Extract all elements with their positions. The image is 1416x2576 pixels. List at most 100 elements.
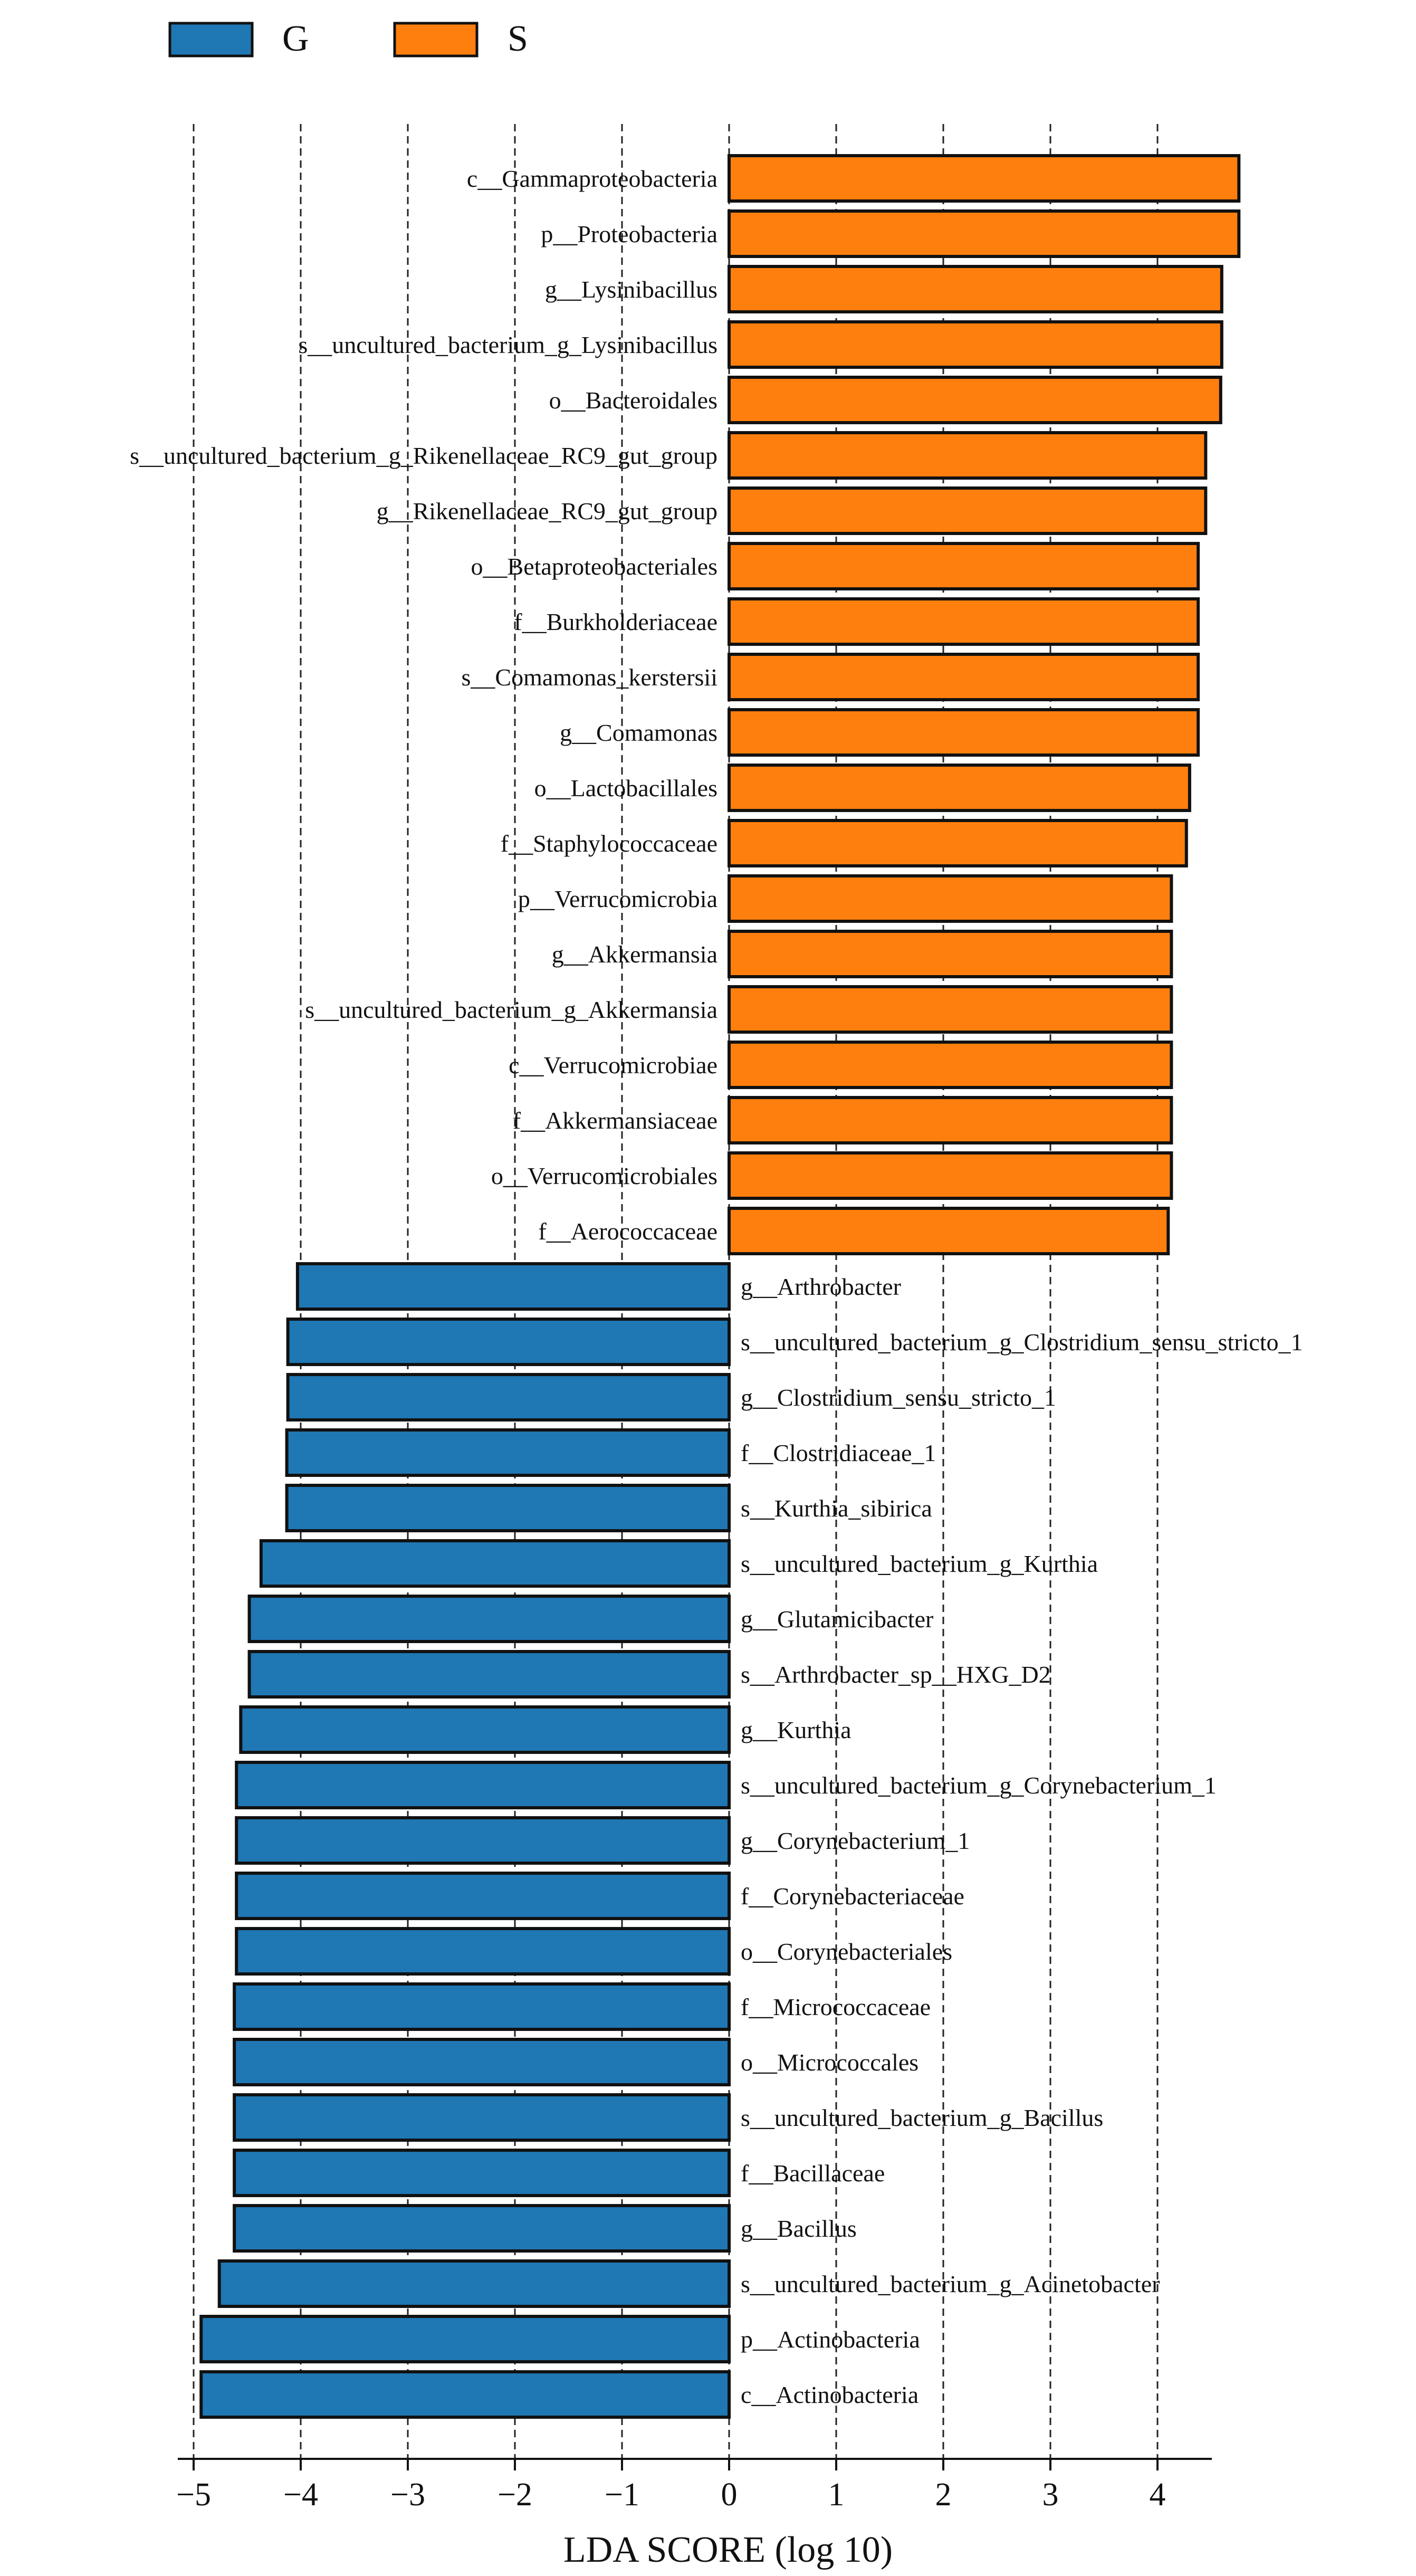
bar-label-g-glutamicibacter: g__Glutamicibacter — [741, 1606, 933, 1633]
bar-s-uncultured-bacterium-g-kurthia — [259, 1539, 731, 1588]
bar-label-p-verrucomicrobia: p__Verrucomicrobia — [518, 885, 717, 912]
legend-label-s: S — [508, 18, 528, 59]
bar-label-s-uncultured-bacterium-g-lysinibacillus: s__uncultured_bacterium_g_Lysinibacillus — [298, 331, 717, 358]
bar-label-s-comamonas-kerstersii: s__Comamonas_kerstersii — [462, 664, 718, 691]
bar-label-s-kurthia-sibirica: s__Kurthia_sibirica — [741, 1495, 932, 1522]
bar-label-o-corynebacteriales: o__Corynebacteriales — [741, 1938, 952, 1965]
bar-label-f-corynebacteriaceae: f__Corynebacteriaceae — [741, 1883, 964, 1910]
bar-label-f-staphylococcaceae: f__Staphylococcaceae — [501, 830, 717, 857]
x-tick-label-3: −2 — [497, 2477, 532, 2513]
bar-f-burkholderiaceae — [728, 597, 1200, 646]
x-tick-label-2: −3 — [390, 2477, 425, 2513]
x-tick-label-4: −1 — [605, 2477, 639, 2513]
bar-label-f-micrococcaceae: f__Micrococcaceae — [741, 1993, 931, 2020]
bar-f-staphylococcaceae — [728, 819, 1188, 867]
x-tick-label-5: 0 — [721, 2477, 738, 2513]
bar-o-bacteroidales — [728, 376, 1222, 424]
bar-label-o-micrococcales: o__Micrococcales — [741, 2049, 919, 2076]
x-tick-label-7: 2 — [935, 2477, 952, 2513]
bar-label-s-uncultured-bacterium-g-kurthia: s__uncultured_bacterium_g_Kurthia — [741, 1550, 1098, 1577]
x-tick-label-6: 1 — [828, 2477, 845, 2513]
bar-c-verrucomicrobiae — [728, 1041, 1173, 1089]
bar-label-f-aerococcaceae: f__Aerococcaceae — [538, 1218, 717, 1245]
bar-label-g-corynebacterium-1: g__Corynebacterium_1 — [741, 1827, 970, 1854]
legend-swatch-s — [393, 22, 479, 58]
bar-p-verrucomicrobia — [728, 874, 1173, 923]
bar-g-akkermansia — [728, 930, 1173, 978]
bar-label-o-verrucomicrobiales: o__Verrucomicrobiales — [491, 1162, 717, 1189]
bar-s-uncultured-bacterium-g-bacillus — [233, 2093, 731, 2142]
bar-s-uncultured-bacterium-g-rikenellaceae-rc9-gut-group — [728, 431, 1208, 480]
bar-s-comamonas-kerstersii — [728, 653, 1200, 701]
bar-f-akkermansiaceae — [728, 1096, 1173, 1144]
bar-label-o-bacteroidales: o__Bacteroidales — [549, 387, 717, 414]
bar-label-f-akkermansiaceae: f__Akkermansiaceae — [513, 1107, 717, 1134]
bar-g-glutamicibacter — [247, 1595, 731, 1643]
bar-o-lactobacillales — [728, 764, 1191, 812]
bar-label-g-rikenellaceae-rc9-gut-group: g__Rikenellaceae_RC9_gut_group — [377, 498, 717, 524]
bar-label-s-uncultured-bacterium-g-akkermansia: s__uncultured_bacterium_g_Akkermansia — [305, 996, 717, 1023]
bar-s-uncultured-bacterium-g-lysinibacillus — [728, 320, 1223, 369]
bar-g-corynebacterium-1 — [235, 1816, 731, 1865]
legend: G S — [168, 18, 528, 59]
bar-c-gammaproteobacteria — [728, 154, 1241, 203]
bar-label-f-clostridiaceae-1: f__Clostridiaceae_1 — [741, 1439, 936, 1466]
x-tick-label-9: 4 — [1150, 2477, 1166, 2513]
bar-o-corynebacteriales — [235, 1927, 731, 1976]
bar-o-betaproteobacteriales — [728, 542, 1200, 590]
bar-g-kurthia — [239, 1705, 731, 1754]
bar-label-s-uncultured-bacterium-g-bacillus: s__uncultured_bacterium_g_Bacillus — [741, 2104, 1103, 2131]
bar-f-clostridiaceae-1 — [285, 1428, 731, 1477]
bar-label-c-gammaproteobacteria: c__Gammaproteobacteria — [467, 165, 717, 192]
bar-p-actinobacteria — [199, 2315, 731, 2363]
bar-g-lysinibacillus — [728, 265, 1223, 313]
legend-label-g: G — [282, 18, 309, 59]
bar-labels: c__Gammaproteobacteria p__Proteobacteriag… — [130, 165, 1303, 2408]
legend-swatch-g — [168, 22, 254, 58]
bar-label-g-comamonas: g__Comamonas — [560, 719, 717, 746]
bar-label-o-betaproteobacteriales: o__Betaproteobacteriales — [471, 553, 717, 580]
bar-s-uncultured-bacterium-g-corynebacterium-1 — [235, 1761, 731, 1809]
bar-label-s-uncultured-bacterium-g-clostridium-sensu-stricto-1: s__uncultured_bacterium_g_Clostridium_se… — [741, 1329, 1303, 1356]
bar-label-g-arthrobacter: g__Arthrobacter — [741, 1273, 901, 1300]
bar-f-bacillaceae — [233, 2149, 731, 2197]
bar-label-c-verrucomicrobiae: c__Verrucomicrobiae — [509, 1052, 717, 1079]
bar-s-uncultured-bacterium-g-clostridium-sensu-stricto-1 — [286, 1318, 731, 1366]
bar-label-f-burkholderiaceae: f__Burkholderiaceae — [514, 608, 717, 635]
bar-label-f-bacillaceae: f__Bacillaceae — [741, 2160, 885, 2187]
bar-s-uncultured-bacterium-g-akkermansia — [728, 985, 1173, 1034]
bar-label-o-lactobacillales: o__Lactobacillales — [534, 775, 717, 802]
x-tick-label-8: 3 — [1042, 2477, 1059, 2513]
bar-label-g-bacillus: g__Bacillus — [741, 2215, 857, 2242]
x-tick-label-1: −4 — [283, 2477, 318, 2513]
bar-s-arthrobacter-sp-hxg-d2 — [247, 1650, 731, 1699]
bar-g-arthrobacter — [295, 1262, 731, 1311]
bar-s-uncultured-bacterium-g-acinetobacter — [217, 2259, 731, 2308]
bar-label-s-uncultured-bacterium-g-corynebacterium-1: s__uncultured_bacterium_g_Corynebacteriu… — [741, 1772, 1217, 1799]
x-tick-label-0: −5 — [176, 2477, 211, 2513]
bar-o-micrococcales — [233, 2038, 731, 2086]
bar-label-g-clostridium-sensu-stricto-1: g__Clostridium_sensu_stricto_1 — [741, 1384, 1056, 1411]
bar-g-rikenellaceae-rc9-gut-group — [728, 486, 1208, 535]
x-axis: −5 −4 −3 −2 −1 0 1 2 3 4 — [176, 2458, 1212, 2513]
bar-f-corynebacteriaceae — [235, 1872, 731, 1920]
bar-label-g-kurthia: g__Kurthia — [741, 1716, 851, 1743]
bar-o-verrucomicrobiales — [728, 1151, 1173, 1200]
bar-label-c-actinobacteria: c__Actinobacteria — [741, 2381, 919, 2408]
bar-p-proteobacteria — [728, 209, 1241, 258]
bar-label-g-akkermansia: g__Akkermansia — [552, 941, 717, 968]
x-axis-title: LDA SCORE (log 10) — [563, 2530, 893, 2570]
bar-g-comamonas — [728, 708, 1200, 757]
bar-g-clostridium-sensu-stricto-1 — [286, 1373, 731, 1421]
bars — [199, 154, 1241, 2419]
bar-label-s-uncultured-bacterium-g-acinetobacter: s__uncultured_bacterium_g_Acinetobacter — [741, 2270, 1160, 2297]
bar-f-aerococcaceae — [728, 1207, 1170, 1255]
bar-g-bacillus — [233, 2204, 731, 2253]
bar-label-s-arthrobacter-sp-hxg-d2: s__Arthrobacter_sp__HXG_D2 — [741, 1661, 1051, 1688]
bar-f-micrococcaceae — [233, 1982, 731, 2031]
bar-s-kurthia-sibirica — [285, 1484, 731, 1532]
bar-label-s-uncultured-bacterium-g-rikenellaceae-rc9-gut-group: s__uncultured_bacterium_g_Rikenellaceae_… — [130, 442, 717, 469]
bar-label-p-proteobacteria: p__Proteobacteria — [541, 221, 717, 247]
bar-label-p-actinobacteria: p__Actinobacteria — [741, 2326, 920, 2353]
